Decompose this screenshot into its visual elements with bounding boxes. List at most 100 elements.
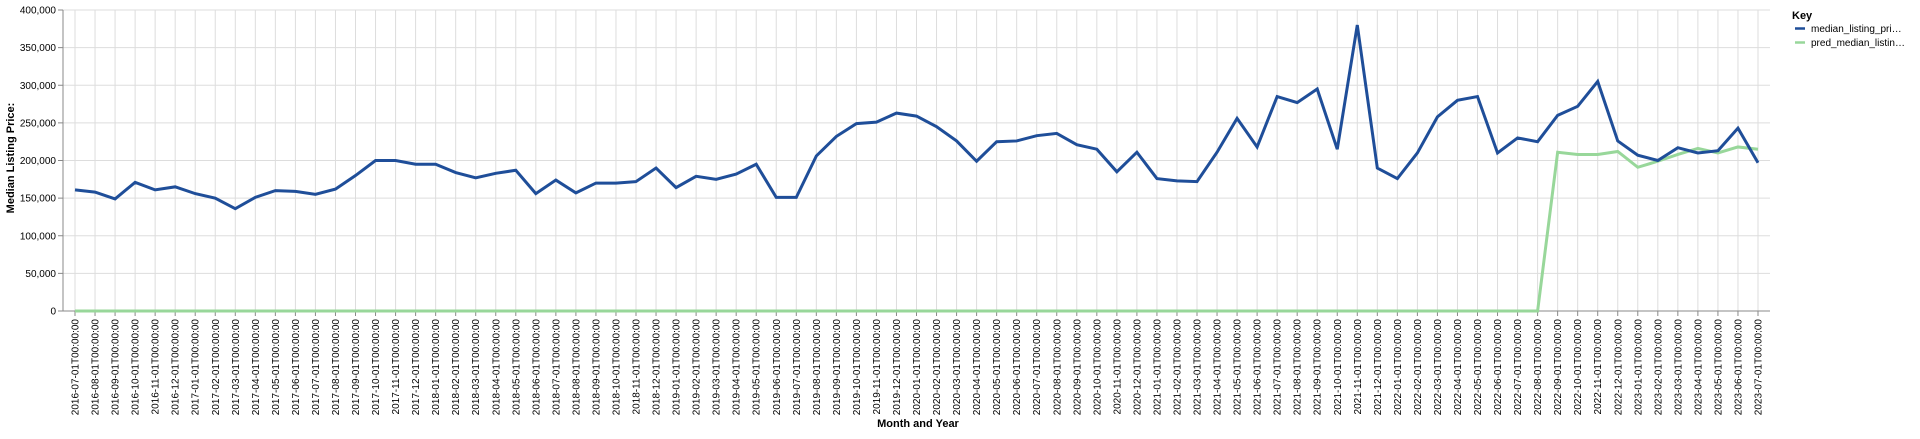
x-tick-label: 2018-08-01T00:00:00 xyxy=(571,319,582,416)
x-tick-label: 2017-03-01T00:00:00 xyxy=(231,319,242,416)
x-tick-label: 2020-09-01T00:00:00 xyxy=(1072,319,1083,416)
x-tick-label: 2019-03-01T00:00:00 xyxy=(712,319,723,416)
x-tick-label: 2022-08-01T00:00:00 xyxy=(1533,319,1544,416)
x-tick-label: 2021-10-01T00:00:00 xyxy=(1333,319,1344,416)
series xyxy=(74,24,1760,313)
x-tick-label: 2021-02-01T00:00:00 xyxy=(1172,319,1183,416)
x-tick-label: 2017-10-01T00:00:00 xyxy=(371,319,382,416)
x-tick-label: 2019-07-01T00:00:00 xyxy=(792,319,803,416)
x-tick-label: 2023-06-01T00:00:00 xyxy=(1733,319,1744,416)
legend-label: median_listing_pri… xyxy=(1811,24,1902,35)
x-tick-label: 2016-08-01T00:00:00 xyxy=(91,319,102,416)
x-tick-label: 2016-07-01T00:00:00 xyxy=(71,319,82,416)
x-tick-label: 2020-06-01T00:00:00 xyxy=(1012,319,1023,416)
x-tick-label: 2018-09-01T00:00:00 xyxy=(591,319,602,416)
x-tick-label: 2017-07-01T00:00:00 xyxy=(311,319,322,416)
x-tick-label: 2019-04-01T00:00:00 xyxy=(732,319,743,416)
x-tick-label: 2023-02-01T00:00:00 xyxy=(1653,319,1664,416)
x-tick-label: 2017-09-01T00:00:00 xyxy=(351,319,362,416)
x-tick-label: 2020-12-01T00:00:00 xyxy=(1132,319,1143,416)
x-tick-label: 2018-02-01T00:00:00 xyxy=(451,319,462,416)
x-tick-label: 2021-11-01T00:00:00 xyxy=(1353,319,1364,415)
y-tick-label: 0 xyxy=(50,307,56,318)
x-tick-label: 2021-05-01T00:00:00 xyxy=(1233,319,1244,416)
x-tick-label: 2020-05-01T00:00:00 xyxy=(992,319,1003,416)
x-tick-label: 2017-01-01T00:00:00 xyxy=(191,319,202,416)
y-tick-label: 50,000 xyxy=(25,269,56,280)
x-tick-label: 2021-01-01T00:00:00 xyxy=(1152,319,1163,416)
x-tick-label: 2016-11-01T00:00:00 xyxy=(151,319,162,415)
x-tick-label: 2016-10-01T00:00:00 xyxy=(131,319,142,416)
x-tick-label: 2021-06-01T00:00:00 xyxy=(1253,319,1264,416)
x-tick-label: 2019-10-01T00:00:00 xyxy=(852,319,863,416)
x-tick-label: 2018-12-01T00:00:00 xyxy=(652,319,663,416)
x-tick-label: 2018-01-01T00:00:00 xyxy=(431,319,442,416)
x-tick-label: 2017-05-01T00:00:00 xyxy=(271,319,282,416)
x-tick-label: 2022-09-01T00:00:00 xyxy=(1553,319,1564,416)
x-tick-label: 2018-10-01T00:00:00 xyxy=(611,319,622,416)
x-tick-label: 2016-09-01T00:00:00 xyxy=(111,319,122,416)
x-tick-label: 2023-05-01T00:00:00 xyxy=(1713,319,1724,416)
x-tick-label: 2022-05-01T00:00:00 xyxy=(1473,319,1484,416)
x-tick-label: 2019-06-01T00:00:00 xyxy=(772,319,783,416)
x-tick-label: 2021-08-01T00:00:00 xyxy=(1293,319,1304,416)
x-tick-label: 2023-01-01T00:00:00 xyxy=(1633,319,1644,416)
x-tick-label: 2019-11-01T00:00:00 xyxy=(872,319,883,415)
x-tick-label: 2021-03-01T00:00:00 xyxy=(1193,319,1204,416)
x-tick-label: 2017-04-01T00:00:00 xyxy=(251,319,262,416)
x-tick-label: 2022-11-01T00:00:00 xyxy=(1593,319,1604,415)
x-tick-label: 2017-08-01T00:00:00 xyxy=(331,319,342,416)
x-tick-label: 2019-08-01T00:00:00 xyxy=(812,319,823,416)
axes: 0 50,000 100,000 150,000 200,000 250,000 300,0… xyxy=(20,6,1770,416)
x-tick-label: 2020-08-01T00:00:00 xyxy=(1052,319,1063,416)
series-line-median-listing-pri xyxy=(74,24,1760,211)
x-tick-label: 2023-07-01T00:00:00 xyxy=(1754,319,1765,416)
x-tick-label: 2023-04-01T00:00:00 xyxy=(1693,319,1704,416)
x-axis-title: Month and Year xyxy=(877,418,959,430)
x-tick-label: 2021-09-01T00:00:00 xyxy=(1313,319,1324,416)
x-tick-label: 2022-03-01T00:00:00 xyxy=(1433,319,1444,416)
x-tick-label: 2017-06-01T00:00:00 xyxy=(291,319,302,416)
x-tick-label: 2016-12-01T00:00:00 xyxy=(171,319,182,416)
x-tick-label: 2020-04-01T00:00:00 xyxy=(972,319,983,416)
y-tick-label: 150,000 xyxy=(20,194,57,205)
x-tick-label: 2019-12-01T00:00:00 xyxy=(892,319,903,416)
x-tick-label: 2023-03-01T00:00:00 xyxy=(1673,319,1684,416)
series-line-pred-median-listin xyxy=(75,145,1759,313)
grid xyxy=(63,9,1770,312)
x-tick-label: 2017-11-01T00:00:00 xyxy=(391,319,402,415)
y-tick-label: 100,000 xyxy=(20,231,57,242)
x-tick-label: 2019-05-01T00:00:00 xyxy=(752,319,763,416)
x-tick-label: 2021-07-01T00:00:00 xyxy=(1273,319,1284,416)
x-tick-label: 2022-02-01T00:00:00 xyxy=(1413,319,1424,416)
x-tick-label: 2019-01-01T00:00:00 xyxy=(672,319,683,416)
legend-label: pred_median_listin… xyxy=(1811,38,1905,49)
x-tick-label: 2022-01-01T00:00:00 xyxy=(1393,319,1404,416)
y-tick-label: 300,000 xyxy=(20,81,57,92)
x-tick-label: 2019-09-01T00:00:00 xyxy=(832,319,843,416)
y-axis-title: Median Listing Price: xyxy=(5,103,17,214)
y-tick-label: 350,000 xyxy=(20,43,57,54)
x-tick-label: 2022-12-01T00:00:00 xyxy=(1613,319,1624,416)
x-tick-label: 2020-03-01T00:00:00 xyxy=(952,319,963,416)
legend-title: Key xyxy=(1792,10,1813,22)
y-tick-label: 200,000 xyxy=(20,156,57,167)
x-tick-label: 2022-04-01T00:00:00 xyxy=(1453,319,1464,416)
x-tick-label: 2021-04-01T00:00:00 xyxy=(1213,319,1224,416)
x-tick-label: 2018-05-01T00:00:00 xyxy=(511,319,522,416)
x-tick-label: 2020-11-01T00:00:00 xyxy=(1112,319,1123,415)
x-tick-label: 2018-07-01T00:00:00 xyxy=(551,319,562,416)
x-tick-label: 2018-04-01T00:00:00 xyxy=(491,319,502,416)
x-tick-label: 2021-12-01T00:00:00 xyxy=(1373,319,1384,416)
x-tick-label: 2018-06-01T00:00:00 xyxy=(531,319,542,416)
x-tick-label: 2018-03-01T00:00:00 xyxy=(471,319,482,416)
x-tick-label: 2022-07-01T00:00:00 xyxy=(1513,319,1524,416)
y-tick-label: 250,000 xyxy=(20,118,57,129)
x-tick-label: 2018-11-01T00:00:00 xyxy=(632,319,643,415)
x-tick-label: 2017-12-01T00:00:00 xyxy=(411,319,422,416)
x-tick-label: 2022-06-01T00:00:00 xyxy=(1493,319,1504,416)
x-tick-label: 2020-02-01T00:00:00 xyxy=(932,319,943,416)
x-tick-label: 2019-02-01T00:00:00 xyxy=(692,319,703,416)
